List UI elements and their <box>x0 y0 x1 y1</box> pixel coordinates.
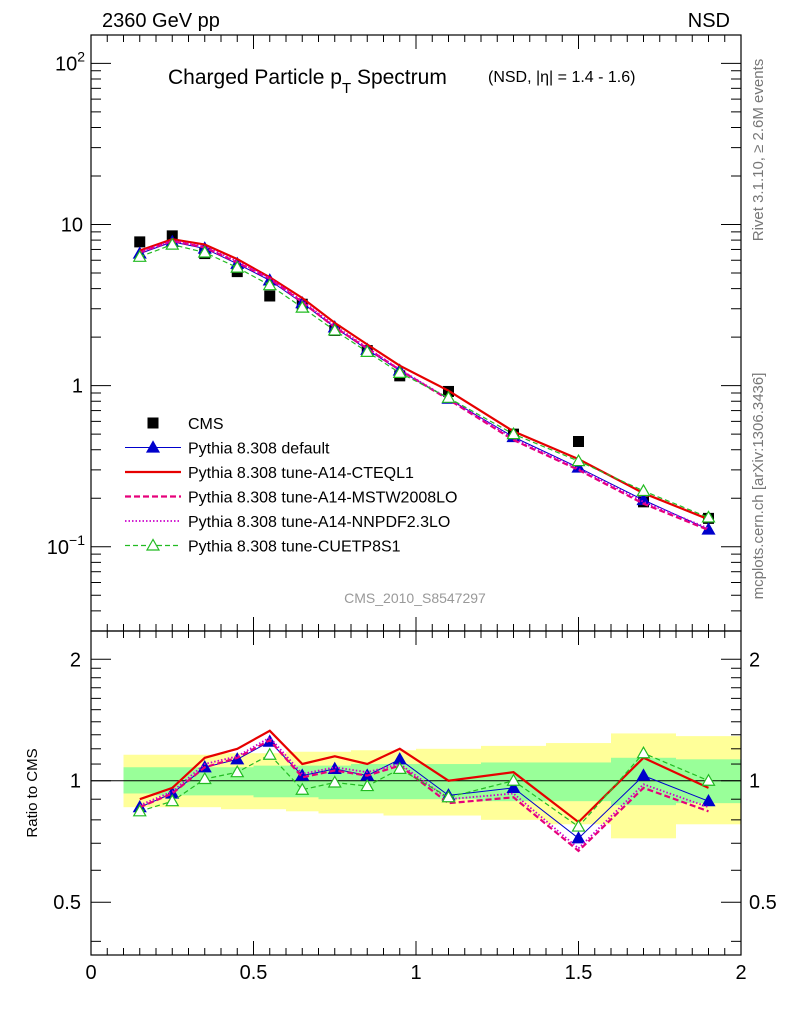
ratio-xtick-label: 2 <box>735 962 746 984</box>
ratio-cuetp8s1-point <box>230 764 245 778</box>
ratio-series-cuetp8s1 <box>132 746 716 832</box>
title-subscript: T <box>342 80 351 97</box>
legend-item-cuetp8s1: Pythia 8.308 tune-CUETP8S1 <box>125 538 401 556</box>
cuetp8s1-point <box>701 510 716 523</box>
rivet-label: Rivet 3.1.10, ≥ 2.6M events <box>750 59 767 242</box>
main-line-nnpdf <box>139 239 709 530</box>
legend-label: Pythia 8.308 tune-A14-CTEQL1 <box>188 465 414 482</box>
cms-point <box>264 290 276 302</box>
ratio-cuetp8s1-point <box>262 747 277 760</box>
cuetp8s1-point <box>295 300 310 313</box>
main-line-mstw <box>139 239 709 532</box>
cuetp8s1-point <box>197 245 212 258</box>
title-part-a: Charged Particle p <box>168 66 342 89</box>
main-series-cuetp8s1 <box>132 237 716 523</box>
ratio-ytick-label-right: 2 <box>749 649 760 671</box>
cuetp8s1-point <box>571 453 586 467</box>
main-series-cteql1 <box>139 238 709 521</box>
ratio-cuetp8s1-point <box>327 775 342 788</box>
mcplots-label: mcplots.cern.ch [arXiv:1306.3436] <box>750 373 767 600</box>
ratio-line-mstw <box>139 738 709 853</box>
ratio-cuetp8s1-point <box>701 773 716 786</box>
ratio-series-cteql1 <box>139 729 709 824</box>
ratio-series-mstw <box>139 738 709 853</box>
cuetp8s1-point <box>441 390 456 403</box>
ratio-ytick-label-right: 0.5 <box>749 892 777 914</box>
cuetp8s1-point <box>360 344 375 357</box>
legend-label: Pythia 8.308 default <box>188 441 330 458</box>
ratio-ytick-label: 2 <box>70 649 81 671</box>
legend-label: Pythia 8.308 tune-A14-MSTW2008LO <box>188 490 457 507</box>
ratio-default-point <box>636 768 651 781</box>
legend-item-cteql1: Pythia 8.308 tune-A14-CTEQL1 <box>125 465 414 482</box>
legend-item-default: Pythia 8.308 default <box>125 440 330 458</box>
ratio-cuetp8s1-point <box>132 804 147 817</box>
cuetp8s1-point <box>392 365 407 378</box>
ratio-line-cuetp8s1 <box>139 752 709 828</box>
ratio-xtick-label: 1 <box>410 962 421 984</box>
chart-title-small: (NSD, |η| = 1.4 - 1.6) <box>488 69 635 86</box>
ratio-line-cteql1 <box>139 729 709 824</box>
ratio-ytick-label: 0.5 <box>53 892 81 914</box>
ratio-default-point <box>571 831 586 844</box>
ratio-cuetp8s1-point <box>636 746 651 759</box>
main-line-cteql1 <box>139 238 709 521</box>
cms-point <box>573 436 584 448</box>
ratio-cuetp8s1-point <box>392 761 407 774</box>
main-series-nnpdf <box>139 239 709 530</box>
cuetp8s1-point <box>262 277 277 291</box>
legend-label: CMS <box>188 416 224 433</box>
ratio-ylabel: Ratio to CMS <box>24 748 41 837</box>
chart-title-main: Charged Particle pT Spectrum <box>168 66 447 97</box>
cuetp8s1-point <box>132 249 147 262</box>
cuetp8s1-point <box>165 237 180 250</box>
ratio-default-point <box>701 793 716 807</box>
legend-swatch-marker <box>147 417 159 429</box>
main-ytick-label: 1 <box>72 376 83 398</box>
cuetp8s1-point <box>230 260 245 273</box>
ratio-cuetp8s1-point <box>571 819 586 832</box>
legend-label: Pythia 8.308 tune-CUETP8S1 <box>188 539 401 556</box>
main-ytick-label: 10−1 <box>47 532 85 559</box>
title-part-b: Spectrum <box>351 66 447 89</box>
cuetp8s1-point <box>327 323 342 336</box>
ratio-cuetp8s1-point <box>197 771 212 785</box>
legend-item-data: CMS <box>147 416 224 433</box>
ratio-band-inner <box>253 765 286 798</box>
ratio-cuetp8s1-point <box>441 790 456 803</box>
legend-swatch-marker <box>145 440 161 453</box>
header-left: 2360 GeV pp <box>102 10 220 32</box>
cuetp8s1-point <box>506 426 521 440</box>
ratio-cuetp8s1-point <box>165 793 180 807</box>
legend-item-nnpdf: Pythia 8.308 tune-A14-NNPDF2.3LO <box>125 514 450 531</box>
ratio-cuetp8s1-point <box>360 778 375 792</box>
ratio-default-point <box>506 780 521 794</box>
ratio-ytick-label-right: 1 <box>749 771 760 793</box>
ratio-cuetp8s1-point <box>295 782 310 795</box>
ratio-band-inner <box>611 757 676 806</box>
main-series-mstw <box>139 239 709 532</box>
watermark: CMS_2010_S8547297 <box>344 590 486 606</box>
legend-swatch-marker <box>145 538 161 551</box>
ratio-ytick-label: 1 <box>70 771 81 793</box>
ratio-panel: 0 0.5 1 1.5 2 0.5 0.5 1 1 2 2 Ratio to CMS <box>24 630 777 984</box>
ratio-xtick-label: 1.5 <box>565 962 593 984</box>
legend-label: Pythia 8.308 tune-A14-NNPDF2.3LO <box>188 514 450 531</box>
cuetp8s1-point <box>636 483 651 497</box>
ratio-cuetp8s1-point <box>506 773 521 786</box>
legend-item-mstw: Pythia 8.308 tune-A14-MSTW2008LO <box>125 490 457 507</box>
legend: CMS Pythia 8.308 default Pythia 8.308 tune… <box>125 416 457 556</box>
ratio-xtick-label: 0 <box>85 962 96 984</box>
main-ytick-label: 102 <box>55 48 85 75</box>
ratio-band-inner <box>546 762 611 802</box>
cms-point <box>134 236 146 248</box>
header-right: NSD <box>688 10 730 32</box>
ratio-xtick-label: 0.5 <box>240 962 268 984</box>
main-ytick-label: 10 <box>61 214 83 236</box>
